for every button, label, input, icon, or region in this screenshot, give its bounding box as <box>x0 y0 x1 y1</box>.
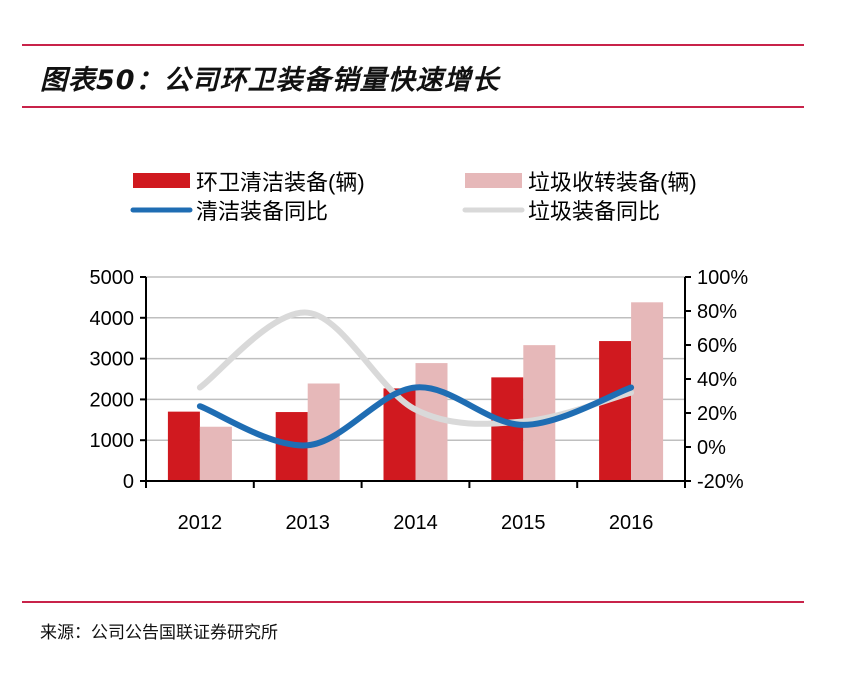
bar-2015 <box>491 377 524 481</box>
legend-label: 垃圾收转装备(辆) <box>528 170 697 195</box>
left-tick-label: 5000 <box>90 267 135 289</box>
legend-swatch <box>133 173 190 188</box>
legend-swatch <box>465 173 522 188</box>
bar-2012 <box>199 426 232 481</box>
x-tick-label: 2013 <box>285 512 330 534</box>
right-tick-label: 0% <box>697 437 726 459</box>
bar-2016 <box>599 341 632 481</box>
bar-2016 <box>631 302 664 481</box>
left-tick-label: 3000 <box>90 349 135 371</box>
right-tick-label: 60% <box>697 335 737 357</box>
right-tick-label: 80% <box>697 301 737 323</box>
bar-2014 <box>383 388 416 481</box>
left-tick-label: 1000 <box>90 430 135 452</box>
left-tick-label: 0 <box>123 471 134 493</box>
right-tick-label: 100% <box>697 267 748 289</box>
left-tick-label: 4000 <box>90 308 135 330</box>
x-tick-label: 2014 <box>393 512 438 534</box>
legend-label: 垃圾装备同比 <box>528 199 660 224</box>
source-note: 来源：公司公告国联证券研究所 <box>40 623 278 643</box>
legend-label: 清洁装备同比 <box>196 199 328 224</box>
right-tick-label: 20% <box>697 403 737 425</box>
title-rule <box>22 106 804 108</box>
x-tick-label: 2012 <box>178 512 223 534</box>
top-rule <box>22 44 804 46</box>
left-tick-label: 2000 <box>90 389 135 411</box>
right-tick-label: 40% <box>697 369 737 391</box>
right-tick-label: -20% <box>697 471 744 493</box>
x-tick-label: 2016 <box>609 512 654 534</box>
x-tick-label: 2015 <box>501 512 546 534</box>
figure-title: 图表50：公司环卫装备销量快速增长 <box>40 65 500 96</box>
bar-2012 <box>167 411 200 481</box>
chart: 0 1000 2000 3000 4000 5000 -20% 0% 20% 40% 60% 80% 1… <box>90 170 749 534</box>
line-垃圾装备同比 <box>196 309 635 427</box>
source-rule <box>22 601 804 603</box>
legend-label: 环卫清洁装备(辆) <box>196 170 365 195</box>
bar-2015 <box>523 345 556 481</box>
